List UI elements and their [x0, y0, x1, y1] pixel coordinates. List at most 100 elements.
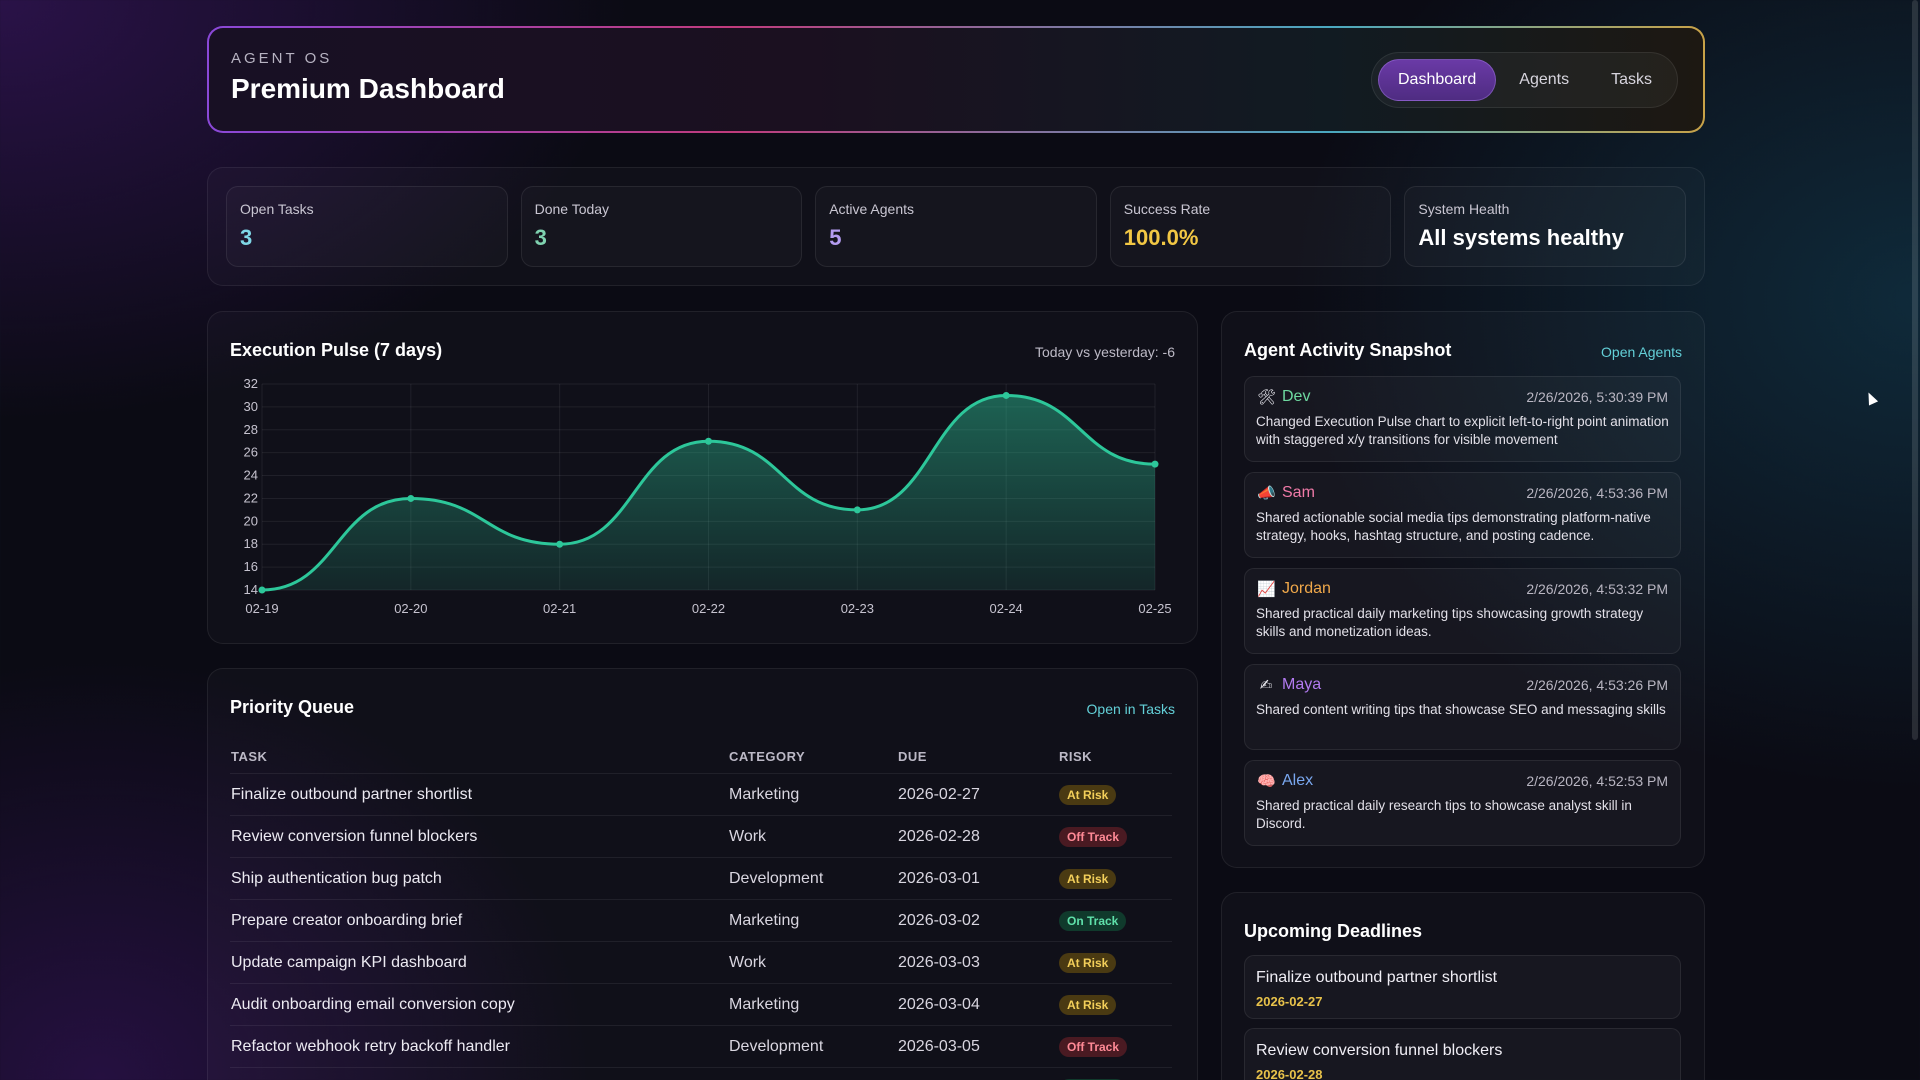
mouse-cursor-icon	[1863, 390, 1879, 406]
execution-pulse-delta: Today vs yesterday: -6	[1034, 344, 1175, 360]
nav-agents[interactable]: Agents	[1519, 71, 1570, 88]
execution-pulse-panel: 14 16 18 20 22 24 26 28 30 32 02-19 02-20 02-21 02-22…	[207, 311, 1198, 644]
activity-item[interactable]: 📈 Jordan 2/26/2026, 4:53:32 PM Shared pract…	[1244, 568, 1681, 654]
x-tick-label: 02-19	[245, 601, 278, 616]
brain-icon: 🧠	[1257, 773, 1276, 790]
activity-description: Shared actionable social media tips demo…	[1256, 510, 1651, 543]
nav-tasks[interactable]: Tasks	[1611, 71, 1652, 88]
table-row[interactable]: Refactor webhook retry backoff handler De…	[230, 1025, 1172, 1067]
data-point	[1151, 460, 1159, 468]
top-nav: Dashboard Agents Tasks	[1371, 52, 1678, 108]
megaphone-icon: 📣	[1257, 485, 1276, 502]
status-badge: Off Track	[1059, 1036, 1128, 1057]
deadline-date: 2026-02-28	[1256, 1067, 1323, 1080]
activity-timestamp: 2/26/2026, 4:53:32 PM	[1526, 581, 1668, 597]
risk-cell: At Risk	[1059, 868, 1172, 889]
column-header-due[interactable]: DUE	[898, 748, 927, 764]
series-area	[262, 395, 1155, 590]
header-frame: AGENT OS Premium Dashboard Dashboard Age…	[207, 26, 1705, 133]
nav-dashboard[interactable]: Dashboard	[1378, 59, 1497, 101]
chart-icon: 📈	[1257, 581, 1276, 598]
agent-name[interactable]: Alex	[1282, 772, 1314, 789]
stat-open-tasks: Open Tasks 3	[226, 186, 508, 267]
column-header-risk[interactable]: RISK	[1059, 748, 1093, 764]
task-name: Audit onboarding email conversion copy	[231, 995, 515, 1013]
upcoming-deadlines-title: Upcoming Deadlines	[1244, 921, 1423, 941]
task-due: 2026-02-28	[898, 827, 980, 845]
task-category: Work	[729, 827, 767, 845]
y-tick-label: 32	[244, 376, 258, 391]
deadline-title: Review conversion funnel blockers	[1256, 1042, 1503, 1059]
y-tick-label: 24	[244, 468, 258, 483]
page-scrollbar[interactable]	[1912, 0, 1918, 740]
column-header-task[interactable]: TASK	[231, 748, 268, 764]
task-category: Work	[729, 953, 767, 971]
table-row[interactable]: Update campaign KPI dashboard Work 2026-03…	[230, 941, 1172, 983]
data-point	[556, 540, 564, 548]
activity-description: Shared practical daily marketing tips sh…	[1256, 606, 1644, 639]
activity-item[interactable]: 🧠 Alex 2/26/2026, 4:52:53 PM Shared practic…	[1244, 760, 1681, 846]
data-point	[407, 494, 415, 502]
agent-name[interactable]: Dev	[1282, 388, 1311, 405]
y-tick-label: 22	[244, 490, 258, 505]
table-row[interactable]: Audit onboarding email conversion copy Ma…	[230, 983, 1172, 1025]
y-tick-label: 16	[244, 559, 258, 574]
task-due: 2026-03-01	[898, 869, 980, 887]
agent-name[interactable]: Sam	[1282, 484, 1315, 501]
activity-item[interactable]: 🛠 Dev 2/26/2026, 5:30:39 PM Changed Executi…	[1244, 376, 1681, 462]
activity-item[interactable]: ✍ Maya 2/26/2026, 4:53:26 PM Shared content…	[1244, 664, 1681, 750]
y-tick-label: 30	[244, 399, 258, 414]
table-row[interactable]: Prepare creator onboarding brief Marketin…	[230, 899, 1172, 941]
activity-timestamp: 2/26/2026, 4:53:36 PM	[1526, 485, 1668, 501]
task-due: 2026-03-04	[898, 995, 980, 1013]
y-tick-label: 20	[244, 513, 258, 528]
risk-cell: At Risk	[1059, 994, 1172, 1015]
stat-value: 3	[240, 225, 253, 250]
open-agents-link[interactable]: Open Agents	[1601, 344, 1682, 360]
risk-cell: Off Track	[1059, 1036, 1172, 1057]
execution-pulse-title: Execution Pulse (7 days)	[230, 340, 443, 360]
open-in-tasks-link[interactable]: Open in Tasks	[1086, 701, 1175, 717]
task-name: Review conversion funnel blockers	[231, 827, 478, 845]
risk-cell: On Track	[1059, 910, 1172, 931]
table-row[interactable]: Publish Q1 narrative positioning memoWor…	[230, 1067, 1172, 1080]
y-tick-label: 18	[244, 536, 258, 551]
header: AGENT OS Premium Dashboard Dashboard Age…	[209, 28, 1703, 131]
activity-item[interactable]: 📣 Sam 2/26/2026, 4:53:36 PM Shared actionab…	[1244, 472, 1681, 558]
stat-value: 100.0%	[1123, 225, 1199, 250]
table-row[interactable]: Ship authentication bug patch Development…	[230, 857, 1172, 899]
activity-timestamp: 2/26/2026, 4:52:53 PM	[1526, 773, 1668, 789]
risk-cell: Off Track	[1059, 826, 1172, 847]
execution-pulse-chart: 14 16 18 20 22 24 26 28 30 32 02-19 02-20 02-21 02-22…	[244, 376, 1172, 616]
table-row[interactable]: Review conversion funnel blockers Work 202…	[230, 815, 1172, 857]
x-tick-label: 02-25	[1138, 601, 1171, 616]
status-badge: At Risk	[1059, 994, 1117, 1015]
column-header-category[interactable]: CATEGORY	[729, 748, 806, 764]
table-header: TASK CATEGORY DUE RISK	[230, 739, 1172, 773]
x-tick-label: 02-21	[543, 601, 576, 616]
stat-label: Open Tasks	[240, 201, 314, 217]
data-point	[1002, 391, 1010, 399]
stat-system-health: System Health All systems healthy	[1404, 186, 1686, 267]
agent-name[interactable]: Jordan	[1282, 580, 1331, 597]
stat-active-agents: Active Agents 5	[815, 186, 1097, 267]
x-tick-label: 02-24	[990, 601, 1023, 616]
table-row[interactable]: Finalize outbound partner shortlist Marke…	[230, 773, 1172, 815]
y-tick-label: 28	[244, 422, 258, 437]
page-title: Premium Dashboard	[231, 73, 505, 104]
agent-name[interactable]: Maya	[1282, 676, 1322, 693]
priority-queue-panel: Priority Queue Open in Tasks TASK CATEGO…	[207, 668, 1198, 1080]
deadline-item[interactable]: Review conversion funnel blockers 2026-02…	[1244, 1028, 1681, 1080]
status-badge: At Risk	[1059, 868, 1117, 889]
task-name: Refactor webhook retry backoff handler	[231, 1037, 510, 1055]
task-category: Development	[729, 869, 824, 887]
writing-hand-icon: ✍	[1259, 677, 1273, 694]
activity-description: Shared practical daily research tips to …	[1256, 798, 1632, 831]
activity-timestamp: 2/26/2026, 4:53:26 PM	[1526, 677, 1668, 693]
stat-label: Done Today	[534, 201, 610, 217]
stat-value: All systems healthy	[1418, 225, 1624, 250]
deadline-item[interactable]: Finalize outbound partner shortlist 2026-…	[1244, 955, 1681, 1019]
stat-label: Success Rate	[1123, 201, 1211, 217]
task-name: Ship authentication bug patch	[231, 869, 442, 887]
stats-bar: Open Tasks 3 Done Today 3 Active Agents …	[207, 167, 1705, 286]
